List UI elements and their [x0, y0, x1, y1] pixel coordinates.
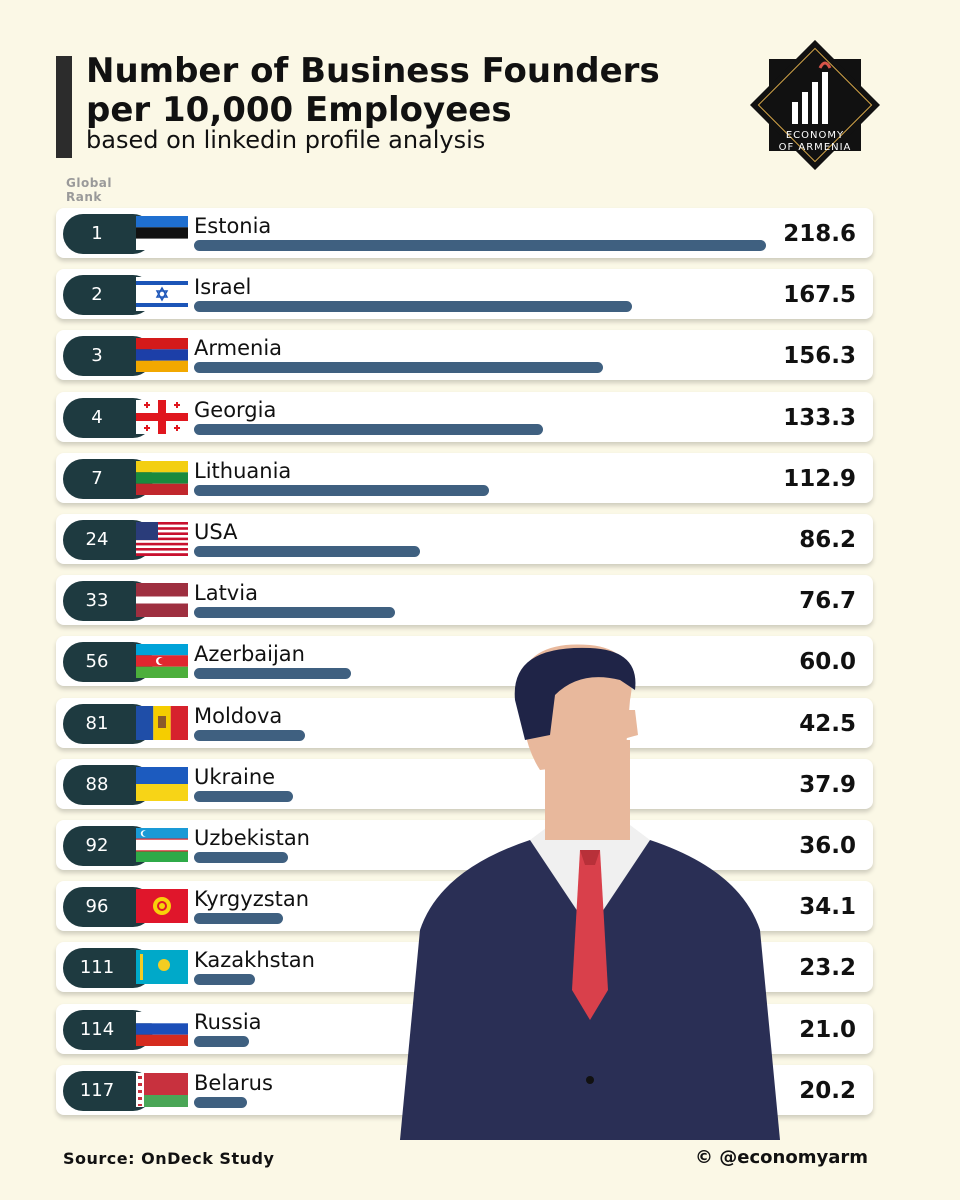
flag-belarus-icon [136, 1072, 188, 1107]
logo-text-line-2: OF ARMENIA [779, 142, 852, 153]
flag-russia-icon [136, 1011, 188, 1046]
global-rank-header: Global Rank [66, 176, 112, 204]
data-label: 23.2 [799, 955, 856, 982]
flag-israel-icon [136, 277, 188, 312]
flag-georgia-icon [136, 399, 188, 434]
bar [194, 301, 633, 313]
bar [194, 484, 490, 496]
title-accent-bar [56, 56, 72, 158]
flag-latvia-icon [136, 583, 188, 618]
data-label: 133.3 [783, 404, 856, 431]
data-label: 218.6 [783, 221, 856, 247]
data-label: 20.2 [799, 1077, 856, 1104]
data-label: 112.9 [783, 465, 856, 492]
bar [194, 1096, 247, 1108]
bar [194, 362, 603, 374]
rank-header-line-2: Rank [66, 190, 102, 204]
bar [194, 852, 289, 863]
bar [194, 607, 395, 619]
rank-header-line-1: Global [66, 176, 113, 190]
category-label: Georgia [194, 397, 277, 422]
category-label: Kyrgyzstan [194, 887, 310, 912]
bar [194, 1035, 249, 1047]
chart-row-panel [56, 758, 873, 809]
category-label: Armenia [194, 336, 283, 361]
category-label: Estonia [194, 214, 272, 238]
bar [194, 668, 351, 680]
data-label: 76.7 [799, 588, 856, 615]
title-line-1: Number of Business Founders [86, 51, 660, 91]
title-line-2: per 10,000 Employees [86, 90, 512, 130]
category-label: Russia [194, 1009, 262, 1034]
bar [194, 423, 543, 435]
flag-kazakhstan-icon [136, 950, 188, 985]
author-handle: © @economyarm [695, 1147, 868, 1168]
bar [194, 913, 284, 925]
category-label: Kazakhstan [194, 948, 315, 973]
bar [194, 240, 766, 251]
data-label: 34.1 [799, 894, 856, 921]
data-label: 36.0 [799, 833, 856, 859]
category-label: Moldova [194, 703, 283, 728]
page-subtitle: based on linkedin profile analysis [86, 126, 486, 154]
chart-row-panel [56, 636, 873, 687]
flag-moldova-icon [136, 705, 188, 740]
page-title: Number of Business Founders per 10,000 E… [86, 52, 726, 130]
chart-row-panel [56, 514, 873, 564]
category-label: Latvia [194, 581, 258, 606]
flag-lithuania-icon [136, 460, 188, 495]
data-label: 42.5 [799, 710, 856, 737]
source-note: Source: OnDeck Study [63, 1149, 275, 1168]
bar [194, 790, 294, 802]
chart-row-panel [56, 697, 873, 748]
flag-usa-icon [136, 522, 188, 556]
flag-kyrgyzstan-icon [136, 889, 188, 924]
logo-text-line-1: ECONOMY [786, 130, 844, 141]
businessman-illustration [400, 644, 780, 1140]
data-label: 60.0 [799, 649, 856, 676]
category-label: Azerbaijan [194, 642, 305, 667]
bar [194, 546, 420, 557]
data-label: 86.2 [799, 527, 856, 553]
flag-uzbekistan-icon [136, 828, 188, 862]
category-label: USA [194, 520, 238, 544]
chart-row-panel [56, 820, 873, 870]
category-label: Israel [194, 275, 252, 300]
category-label: Ukraine [194, 764, 276, 789]
category-label: Lithuania [194, 458, 292, 483]
category-label: Belarus [194, 1070, 273, 1095]
flag-armenia-icon [136, 338, 188, 373]
data-label: 37.9 [799, 771, 856, 798]
bar [194, 974, 255, 986]
data-label: 156.3 [783, 343, 856, 370]
data-label: 21.0 [799, 1016, 856, 1043]
economy-of-armenia-logo: ECONOMY OF ARMENIA [750, 40, 880, 170]
flag-azerbaijan-icon [136, 644, 188, 679]
category-label: Uzbekistan [194, 826, 310, 850]
chart-row-panel [56, 575, 873, 626]
flag-ukraine-icon [136, 766, 188, 801]
bar [194, 729, 306, 741]
data-label: 167.5 [783, 282, 856, 309]
flag-estonia-icon [136, 216, 188, 250]
